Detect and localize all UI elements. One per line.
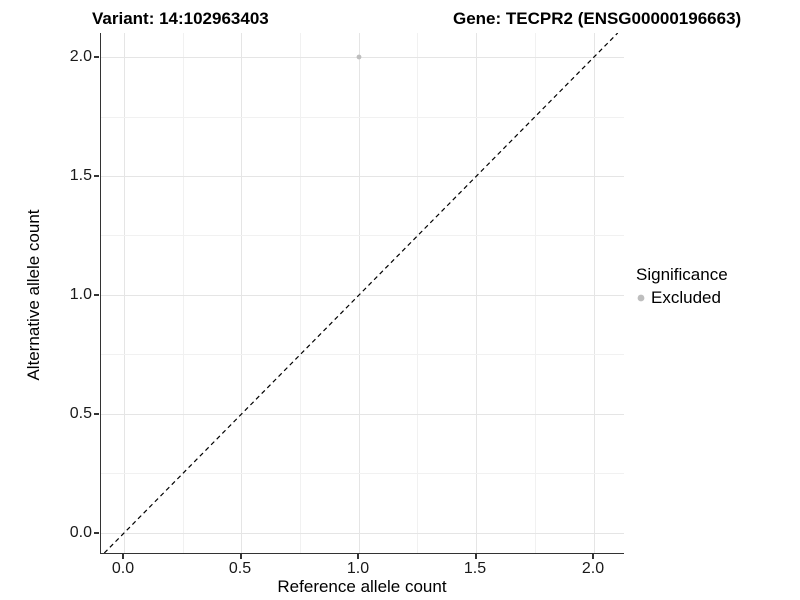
gridline-minor-h: [101, 117, 624, 118]
legend-item-label: Excluded: [651, 288, 721, 307]
legend-point-icon: [637, 294, 645, 302]
gridline-major-v: [241, 33, 242, 553]
y-tick-label: 1.5: [69, 167, 92, 184]
data-point-excluded: [356, 54, 362, 60]
y-tick: [94, 413, 99, 415]
y-tick: [94, 56, 99, 58]
y-tick-label: 1.0: [69, 286, 92, 303]
gridline-minor-v: [535, 33, 536, 553]
gridline-major-v: [359, 33, 360, 553]
x-tick: [475, 554, 477, 559]
plot-title-variant: Variant: 14:102963403: [92, 9, 269, 28]
x-tick: [357, 554, 359, 559]
y-tick-label: 0.0: [69, 524, 92, 541]
gridline-major-h: [101, 176, 624, 177]
y-tick: [94, 175, 99, 177]
gridline-major-h: [101, 295, 624, 296]
x-tick: [240, 554, 242, 559]
x-tick-label: 1.5: [463, 560, 487, 577]
gridline-major-h: [101, 57, 624, 58]
plot-layer: [103, 33, 619, 553]
y-tick-label: 2.0: [69, 48, 92, 65]
x-axis-title: Reference allele count: [277, 577, 447, 596]
x-tick-label: 0.5: [228, 560, 252, 577]
gridline-minor-h: [101, 354, 624, 355]
y-tick: [94, 294, 99, 296]
y-tick-label: 0.5: [69, 405, 92, 422]
legend-item-excluded: Excluded: [636, 288, 728, 308]
legend: Significance Excluded: [636, 265, 728, 308]
x-tick-label: 1.0: [346, 560, 370, 577]
gridline-minor-h: [101, 235, 624, 236]
gridline-major-h: [101, 414, 624, 415]
gridline-major-h: [101, 533, 624, 534]
plot-panel: [100, 33, 624, 554]
x-tick-label: 0.0: [111, 560, 135, 577]
x-tick: [592, 554, 594, 559]
identity-dashed-line: [103, 33, 619, 553]
gridline-major-v: [594, 33, 595, 553]
gridline-major-v: [476, 33, 477, 553]
gridline-minor-v: [417, 33, 418, 553]
plot-title-gene: Gene: TECPR2 (ENSG00000196663): [453, 9, 742, 28]
gridline-minor-v: [183, 33, 184, 553]
gridline-major-v: [124, 33, 125, 553]
x-tick: [122, 554, 124, 559]
x-tick-label: 2.0: [581, 560, 605, 577]
y-axis-title: Alternative allele count: [24, 209, 43, 381]
y-tick: [94, 532, 99, 534]
legend-title: Significance: [636, 265, 728, 284]
gridline-minor-v: [300, 33, 301, 553]
gridline-minor-h: [101, 473, 624, 474]
